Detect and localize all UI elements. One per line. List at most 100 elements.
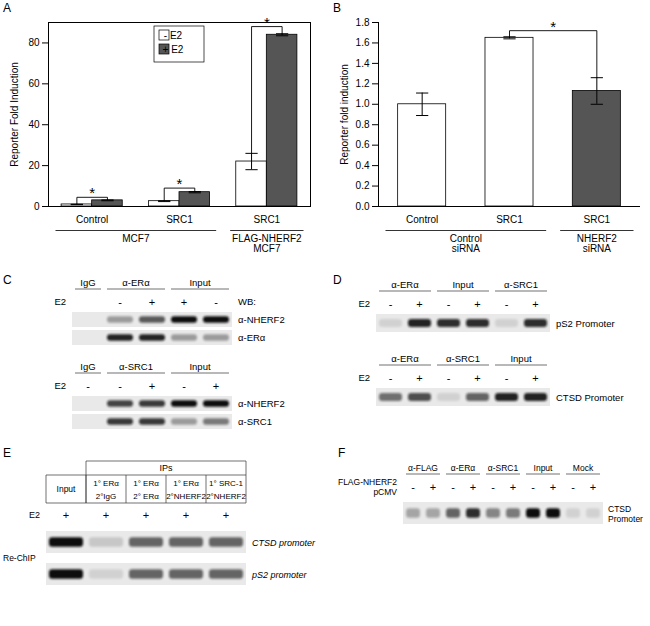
svg-text:E2: E2 <box>54 380 66 391</box>
svg-text:-: - <box>118 296 122 308</box>
svg-text:20: 20 <box>28 160 40 171</box>
svg-text:Control: Control <box>406 214 438 225</box>
svg-text:0.8: 0.8 <box>356 119 370 130</box>
svg-text:0.2: 0.2 <box>356 180 370 191</box>
svg-text:E: E <box>3 446 11 460</box>
svg-text:α-FLAG: α-FLAG <box>408 463 438 473</box>
svg-text:0.0: 0.0 <box>356 201 370 212</box>
svg-text:α-SRC1: α-SRC1 <box>504 279 538 290</box>
svg-text:+: + <box>550 481 556 493</box>
svg-text:CTSD promoter: CTSD promoter <box>252 538 316 548</box>
svg-text:+ E2: + E2 <box>163 44 184 55</box>
svg-text:+: + <box>103 509 109 521</box>
svg-text:pCMV: pCMV <box>373 487 397 497</box>
svg-text:80: 80 <box>28 37 40 48</box>
svg-text:Reporter fold induction: Reporter fold induction <box>339 64 350 165</box>
svg-text:-: - <box>214 296 218 308</box>
svg-text:CTSD Promoter: CTSD Promoter <box>556 392 624 403</box>
svg-text:+: + <box>63 509 69 521</box>
svg-text:1.8: 1.8 <box>356 17 370 28</box>
svg-text:pS2 Promoter: pS2 Promoter <box>556 318 615 329</box>
svg-text:+: + <box>416 298 422 310</box>
svg-text:-: - <box>86 380 90 392</box>
svg-text:E2: E2 <box>358 372 370 383</box>
svg-text:-: - <box>447 372 451 384</box>
svg-text:2°IgG: 2°IgG <box>96 492 117 501</box>
svg-text:60: 60 <box>28 78 40 89</box>
svg-text:0.4: 0.4 <box>356 160 370 171</box>
svg-text:-: - <box>118 380 122 392</box>
svg-text:α-SRC1: α-SRC1 <box>446 353 480 364</box>
svg-text:Input: Input <box>510 353 531 364</box>
svg-text:-: - <box>571 481 575 493</box>
svg-text:α-ERα: α-ERα <box>451 463 476 473</box>
svg-text:α-ERα: α-ERα <box>391 353 419 364</box>
svg-text:+: + <box>532 372 538 384</box>
svg-text:IgG: IgG <box>80 277 95 288</box>
svg-text:+: + <box>510 481 516 493</box>
svg-text:ControlsiRNA: ControlsiRNA <box>450 233 482 254</box>
svg-text:1.2: 1.2 <box>356 78 370 89</box>
svg-text:Promoter: Promoter <box>608 514 643 524</box>
svg-text:+: + <box>590 481 596 493</box>
svg-text:E2: E2 <box>358 298 370 309</box>
svg-text:E2: E2 <box>29 510 40 520</box>
svg-text:-: - <box>389 298 393 310</box>
svg-text:Input: Input <box>534 463 554 473</box>
svg-text:NHERF2siRNA: NHERF2siRNA <box>577 233 617 254</box>
svg-text:Input: Input <box>452 279 473 290</box>
svg-text:-: - <box>389 372 393 384</box>
svg-text:-: - <box>505 372 509 384</box>
svg-text:+: + <box>143 509 149 521</box>
svg-text:2° ERα: 2° ERα <box>133 492 159 501</box>
svg-text:+: + <box>470 481 476 493</box>
svg-text:1° ERα: 1° ERα <box>133 479 159 488</box>
svg-text:2°NHERF2: 2°NHERF2 <box>206 492 246 501</box>
svg-text:+: + <box>183 509 189 521</box>
svg-text:Input: Input <box>189 277 210 288</box>
svg-text:-: - <box>505 298 509 310</box>
svg-text:0.6: 0.6 <box>356 139 370 150</box>
svg-text:α-SRC1: α-SRC1 <box>119 361 153 372</box>
svg-text:MCF7: MCF7 <box>122 233 150 244</box>
svg-text:α-SRC1: α-SRC1 <box>238 416 272 427</box>
svg-text:+: + <box>181 296 187 308</box>
svg-text:1.6: 1.6 <box>356 37 370 48</box>
svg-text:SRC1: SRC1 <box>496 214 523 225</box>
svg-text:- E2: - E2 <box>164 30 183 41</box>
svg-text:1° ERα: 1° ERα <box>173 479 199 488</box>
svg-text:-: - <box>531 481 535 493</box>
svg-text:2°NHERF2: 2°NHERF2 <box>166 492 206 501</box>
svg-text:C: C <box>3 273 12 287</box>
svg-text:WB:: WB: <box>238 296 256 307</box>
svg-text:α-SRC1: α-SRC1 <box>488 463 519 473</box>
svg-text:*: * <box>177 175 183 192</box>
svg-text:FLAG-NHERF2MCF7: FLAG-NHERF2MCF7 <box>232 233 302 254</box>
svg-text:α-ERα: α-ERα <box>122 277 150 288</box>
svg-text:+: + <box>416 372 422 384</box>
svg-text:-: - <box>491 481 495 493</box>
svg-text:Control: Control <box>76 214 108 225</box>
svg-text:Input: Input <box>57 484 77 494</box>
svg-text:*: * <box>89 184 95 201</box>
svg-text:Reporter Fold Induction: Reporter Fold Induction <box>9 62 20 167</box>
svg-text:pS2 promoter: pS2 promoter <box>251 570 308 580</box>
svg-text:D: D <box>333 273 342 287</box>
svg-text:α-NHERF2: α-NHERF2 <box>238 398 285 409</box>
svg-text:+: + <box>532 298 538 310</box>
svg-text:-: - <box>451 481 455 493</box>
svg-text:+: + <box>149 296 155 308</box>
svg-text:1.4: 1.4 <box>356 58 370 69</box>
svg-text:1.0: 1.0 <box>356 98 370 109</box>
svg-text:+: + <box>474 372 480 384</box>
svg-text:F: F <box>338 446 345 460</box>
svg-text:-: - <box>447 298 451 310</box>
svg-text:1° ERα: 1° ERα <box>93 479 119 488</box>
svg-text:40: 40 <box>28 119 40 130</box>
svg-text:+: + <box>149 380 155 392</box>
svg-text:IPs: IPs <box>159 463 173 473</box>
svg-text:α-ERα: α-ERα <box>391 279 419 290</box>
svg-text:FLAG-NHERF2: FLAG-NHERF2 <box>338 477 397 487</box>
svg-text:SRC1: SRC1 <box>253 214 280 225</box>
svg-text:Input: Input <box>189 361 210 372</box>
